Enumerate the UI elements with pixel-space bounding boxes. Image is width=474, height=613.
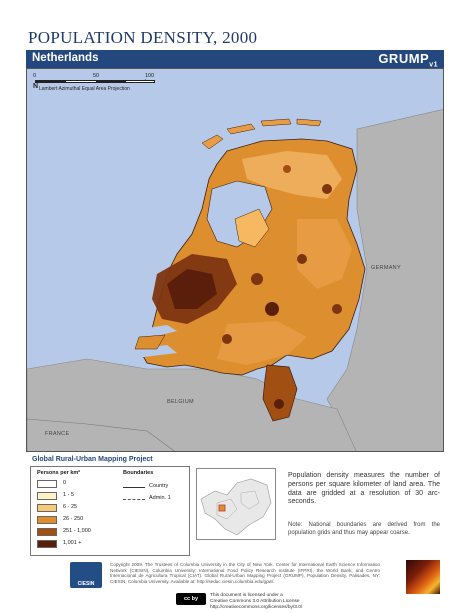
zeeland-land [134, 334, 166, 350]
legend-box: Persons per km² Boundaries 0 1 - 5 6 - 2… [30, 466, 190, 556]
title-banner: Netherlands GRUMPv1 [26, 50, 444, 69]
city-cluster [332, 304, 342, 314]
map-canvas [27, 109, 443, 451]
legend-class-3: 26 - 250 [37, 516, 105, 524]
city-cluster [265, 302, 279, 316]
boundary-admin1: Admin. 1 [123, 495, 189, 503]
legend-header: Persons per km² [37, 470, 81, 476]
boundary-country: Country [123, 483, 189, 491]
wadden-island-2 [226, 123, 256, 135]
country-name: Netherlands [32, 52, 99, 64]
night-lights-thumbnail [406, 560, 440, 594]
wadden-island-3 [260, 118, 292, 127]
south-rural-zone [217, 321, 307, 365]
note-text: Note: National boundaries are derived fr… [288, 522, 440, 536]
belgium-land [27, 358, 357, 451]
label-belgium: BELGIUM [167, 399, 194, 405]
limburg-province [262, 364, 298, 422]
grump-logo: GRUMPv1 [378, 51, 438, 69]
copyright-text: Copyright 2009. The Trustees of Columbia… [110, 562, 380, 585]
wadden-island-1 [201, 134, 224, 150]
north-arrow-icon: N [33, 83, 39, 90]
legend-class-4: 251 - 1,000 [37, 528, 105, 536]
north-rural-zone [242, 151, 342, 199]
city-cluster [274, 399, 284, 409]
legend-panel: Global Rural-Urban Mapping Project Perso… [26, 456, 444, 566]
legend-class-2: 6 - 25 [37, 504, 105, 512]
map-title: POPULATION DENSITY, 2000 [28, 28, 258, 47]
cc-license-icon: cc by [176, 593, 206, 605]
zeeland-water-2 [123, 345, 177, 359]
east-rural-zone [297, 219, 352, 289]
description-text: Population density measures the number o… [288, 472, 440, 506]
belgium-border [27, 418, 175, 451]
city-cluster [322, 184, 332, 194]
flevoland [234, 208, 270, 248]
locator-highlight [218, 504, 226, 512]
label-france: FRANCE [45, 431, 70, 437]
footer: CIESIN Copyright 2009. The Trustees of C… [26, 560, 444, 610]
ciesin-logo: CIESIN [70, 562, 102, 588]
projection-label: Lambert Azimuthal Equal Area Projection [39, 86, 130, 92]
locator-map [196, 468, 276, 540]
germany-land [326, 109, 443, 451]
license-link[interactable]: http://creativecommons.org/licenses/by/3… [210, 604, 303, 610]
city-cluster [251, 273, 263, 285]
legend-class-1: 1 - 5 [37, 492, 105, 500]
legend-class-5: 1,001 + [37, 540, 105, 548]
label-germany: GERMANY [371, 265, 401, 271]
scale-bar: 0 50 100 km Lambert Azimuthal Equal Area… [33, 73, 155, 92]
wadden-island-4 [296, 118, 322, 127]
randstad-core [167, 269, 217, 309]
license-text: This document is licensed under a Creati… [210, 593, 303, 610]
legend-class-0: 0 [37, 480, 105, 488]
population-density-map: 0 50 100 km Lambert Azimuthal Equal Area… [26, 68, 444, 452]
project-title: Global Rural-Urban Mapping Project [32, 456, 153, 463]
city-cluster [297, 254, 307, 264]
city-cluster [283, 165, 291, 173]
boundaries-header: Boundaries [123, 470, 154, 476]
city-cluster [222, 334, 232, 344]
